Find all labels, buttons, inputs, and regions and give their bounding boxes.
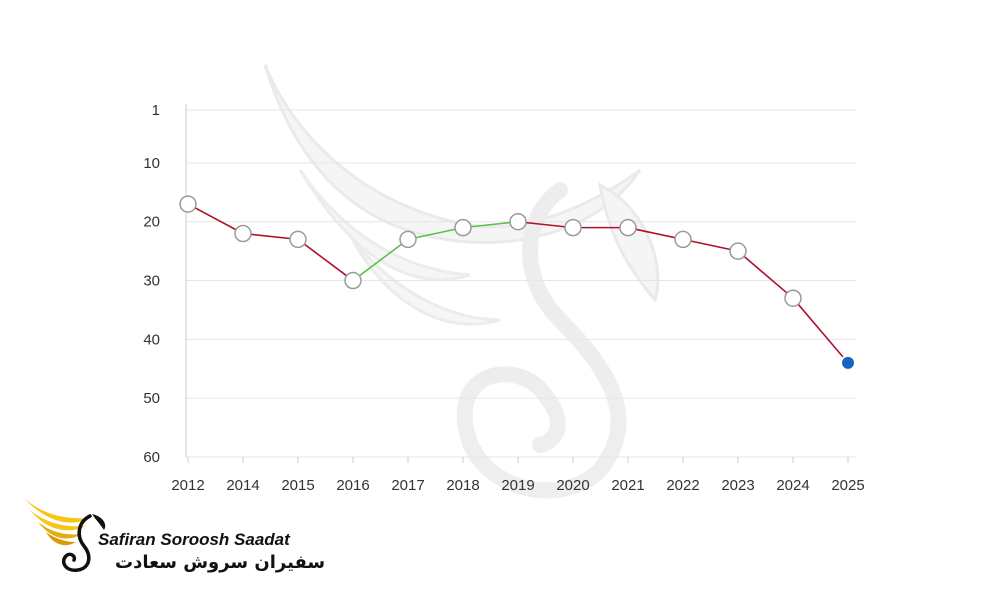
line-segment xyxy=(682,238,739,252)
line-segment xyxy=(407,226,464,241)
data-point[interactable] xyxy=(344,271,362,290)
data-point[interactable] xyxy=(564,218,582,237)
series-points xyxy=(179,195,856,371)
y-axis-ticks: 1 10 20 30 40 50 60 xyxy=(143,102,160,466)
x-tick-label: 2014 xyxy=(226,477,259,494)
golden-wing-swan-icon xyxy=(24,498,106,572)
x-tick-label: 2012 xyxy=(171,477,204,494)
line-segment xyxy=(462,220,519,229)
line-segment xyxy=(627,226,684,241)
x-tick-label: 2018 xyxy=(446,477,479,494)
line-segment xyxy=(242,232,299,241)
x-tick-label: 2023 xyxy=(721,477,754,494)
y-tick-label: 10 xyxy=(143,155,160,172)
x-tick-label: 2022 xyxy=(666,477,699,494)
line-segment xyxy=(517,220,574,229)
x-tick-label: 2017 xyxy=(391,477,424,494)
data-point[interactable] xyxy=(509,212,527,231)
logo-name-persian: سفیران سروش سعادت xyxy=(115,552,326,573)
grid xyxy=(185,104,856,458)
y-tick-label: 50 xyxy=(143,390,160,407)
data-point[interactable] xyxy=(784,289,802,307)
y-tick-label: 1 xyxy=(152,102,160,119)
x-tick-label: 2021 xyxy=(611,477,644,494)
latest-data-point[interactable] xyxy=(840,354,856,371)
line-segment xyxy=(297,238,354,282)
line-segment xyxy=(187,203,244,235)
line-segment xyxy=(737,250,794,300)
x-tick-label: 2016 xyxy=(336,477,369,494)
data-point[interactable] xyxy=(619,218,637,237)
company-logo: Safiran Soroosh Saadat سفیران سروش سعادت xyxy=(20,492,325,582)
y-tick-label: 40 xyxy=(143,331,160,348)
data-point[interactable] xyxy=(234,224,252,243)
x-tick-label: 2015 xyxy=(281,477,314,494)
y-tick-label: 60 xyxy=(143,449,160,466)
x-tick-label: 2025 xyxy=(831,477,864,494)
data-point[interactable] xyxy=(729,242,747,260)
line-segment xyxy=(352,238,409,282)
line-segment xyxy=(792,297,849,364)
x-tick-label: 2020 xyxy=(556,477,589,494)
data-point[interactable] xyxy=(289,230,307,249)
data-point[interactable] xyxy=(674,230,692,249)
data-point[interactable] xyxy=(399,230,417,249)
series-line xyxy=(187,203,849,364)
y-tick-label: 30 xyxy=(143,273,160,290)
watermark-icon xyxy=(263,64,660,499)
x-tick-label: 2024 xyxy=(776,477,809,494)
data-point[interactable] xyxy=(454,218,472,237)
x-tick-label: 2019 xyxy=(501,477,534,494)
data-point[interactable] xyxy=(179,195,197,213)
y-tick-label: 20 xyxy=(143,214,160,231)
x-axis-ticks: 2012 2014 2015 2016 2017 2018 2019 2020 2021 2022… xyxy=(171,457,865,494)
logo-name-english: Safiran Soroosh Saadat xyxy=(98,530,290,549)
